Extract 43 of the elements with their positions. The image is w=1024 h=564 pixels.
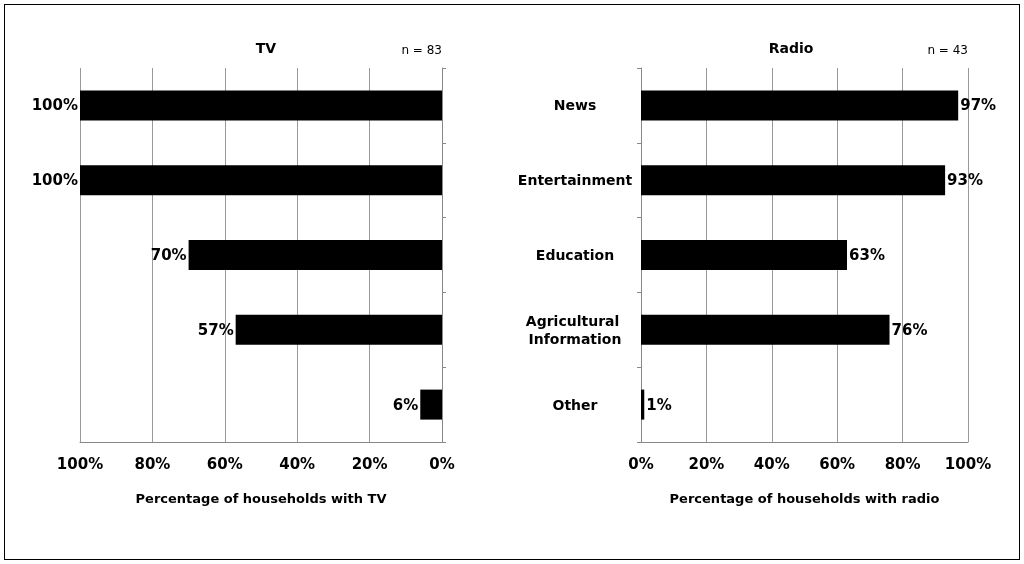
- data-label: 100%: [31, 96, 78, 115]
- x-tick-label: 100%: [944, 454, 992, 473]
- data-label: 76%: [891, 320, 928, 339]
- x-tick-label: 40%: [279, 454, 316, 473]
- bar: [188, 240, 442, 270]
- text: n = 83: [401, 43, 442, 57]
- y-tick-label: Other: [552, 396, 598, 413]
- bar: [641, 314, 890, 345]
- x-axis-title: Percentage of households with TV: [135, 491, 387, 506]
- text: n = 43: [927, 43, 968, 57]
- x-tick-label: 80%: [134, 454, 171, 473]
- bar: [641, 240, 848, 270]
- chart-title: Radio: [768, 40, 814, 56]
- x-tick-label: 60%: [819, 454, 856, 473]
- chart-title: TV: [255, 40, 277, 56]
- data-label: 93%: [947, 171, 984, 190]
- x-tick-label: 0%: [429, 454, 455, 473]
- bar: [641, 389, 645, 420]
- bar: [641, 165, 946, 196]
- x-tick-label: 100%: [56, 454, 104, 473]
- x-tick-label: 0%: [628, 454, 654, 473]
- x-tick-label: 20%: [688, 454, 725, 473]
- y-tick-label: Education: [535, 247, 615, 263]
- bar: [420, 389, 442, 420]
- x-tick-label: 40%: [753, 454, 790, 473]
- data-label: 57%: [197, 320, 234, 339]
- x-axis-title: Percentage of households with radio: [669, 491, 940, 506]
- x-tick-label: 60%: [206, 454, 243, 473]
- data-label: 97%: [960, 96, 997, 115]
- bar: [80, 90, 442, 121]
- x-tick-label: 80%: [884, 454, 921, 473]
- x-tick-label: 20%: [351, 454, 388, 473]
- bar: [80, 165, 442, 196]
- data-label: 70%: [150, 246, 187, 264]
- data-label: 6%: [392, 395, 419, 414]
- data-label: 1%: [646, 395, 672, 414]
- y-tick-label: Agricultural Information: [525, 312, 625, 347]
- data-label: 100%: [31, 171, 78, 190]
- y-tick-label: Entertainment: [517, 172, 633, 189]
- data-label: 63%: [849, 246, 885, 264]
- bar: [235, 314, 442, 345]
- bar: [641, 90, 959, 121]
- y-tick-label: News: [553, 97, 597, 114]
